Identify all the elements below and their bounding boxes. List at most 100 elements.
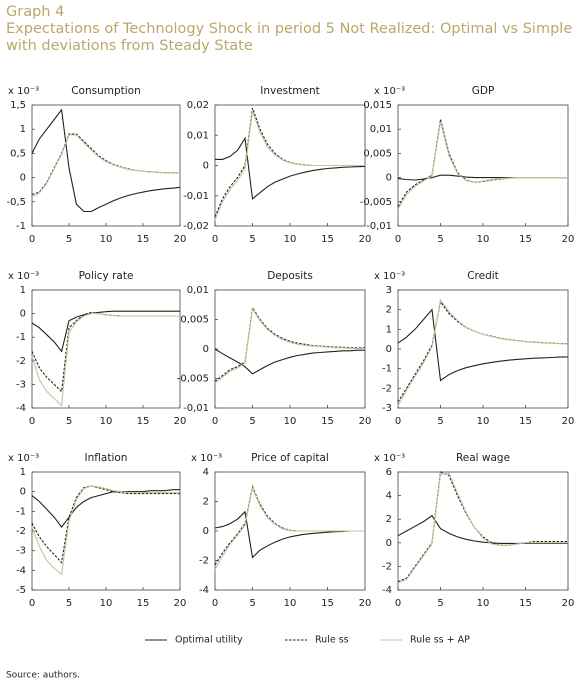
series-line (31, 485, 180, 576)
plot-frame (397, 104, 569, 227)
y-tick-label: -1 (16, 332, 26, 343)
series-line (397, 308, 569, 382)
y-tick-label: 0 (20, 487, 26, 498)
legend-label: Rule ss + AP (410, 635, 470, 646)
y-tick-label: 0,02 (187, 100, 209, 111)
x-tick-label: 5 (66, 416, 72, 427)
y-tick-label: -0,5 (6, 197, 26, 208)
y-tick-label: -3 (382, 403, 392, 414)
x-tick-label: 15 (137, 598, 150, 609)
series-line (31, 485, 180, 564)
series-line (397, 119, 568, 207)
header: Graph 4 Expectations of Technology Shock… (6, 4, 576, 55)
series-line (31, 134, 180, 198)
y-tick-label: 0,005 (363, 148, 392, 159)
x-tick-label: 20 (359, 598, 372, 609)
x-tick-label: 5 (66, 234, 72, 245)
y-tick-label: -2 (382, 383, 392, 394)
x-tick-label: 0 (395, 598, 401, 609)
x-tick-label: 5 (437, 416, 443, 427)
y-scale-label: x 10⁻³ (191, 453, 222, 464)
series-line (397, 514, 568, 544)
y-tick-label: -0,01 (366, 221, 392, 232)
graph-title: Expectations of Technology Shock in peri… (6, 21, 573, 54)
x-tick-label: 10 (100, 598, 113, 609)
y-tick-label: 0,5 (10, 148, 26, 159)
y-tick-label: -1 (382, 364, 392, 375)
y-scale-label: x 10⁻³ (8, 271, 39, 282)
panel-title: Credit (467, 270, 499, 282)
y-tick-label: 0 (386, 538, 392, 549)
y-tick-label: -1 (16, 506, 26, 517)
x-tick-label: 5 (66, 598, 72, 609)
series-line (214, 484, 365, 566)
graph-number: Graph 4 (6, 4, 65, 20)
y-tick-label: -4 (16, 565, 26, 576)
y-tick-label: -0,01 (183, 191, 209, 202)
series-line (214, 307, 365, 384)
y-tick-label: 0 (20, 173, 26, 184)
y-tick-label: 4 (386, 491, 392, 502)
x-tick-label: 0 (29, 416, 35, 427)
x-tick-label: 20 (359, 416, 372, 427)
x-tick-label: 10 (477, 234, 490, 245)
series-line (397, 300, 569, 403)
series-line (31, 108, 181, 213)
y-tick-label: 0,01 (187, 285, 209, 296)
y-tick-label: 2 (386, 305, 392, 316)
x-tick-label: 0 (395, 416, 401, 427)
x-tick-label: 20 (359, 234, 372, 245)
y-scale-label: x 10⁻³ (374, 86, 405, 97)
y-scale-label: x 10⁻³ (8, 86, 39, 97)
x-tick-label: 5 (437, 598, 443, 609)
y-tick-label: 2 (203, 497, 209, 508)
plot-frame (31, 471, 181, 591)
series-line (31, 310, 180, 353)
x-tick-label: 10 (284, 416, 297, 427)
y-tick-label: 0,01 (370, 124, 392, 135)
y-tick-label: 0 (203, 344, 209, 355)
y-scale-label: x 10⁻³ (8, 453, 39, 464)
panel-title: Real wage (456, 452, 510, 464)
plot-frame (397, 471, 569, 591)
x-tick-label: 5 (437, 234, 443, 245)
x-tick-label: 20 (562, 416, 575, 427)
y-tick-label: 1 (20, 124, 26, 135)
x-tick-label: 15 (321, 234, 334, 245)
series-line (215, 136, 366, 200)
y-tick-label: 1,5 (10, 100, 26, 111)
series-line (397, 298, 569, 407)
x-tick-label: 10 (100, 416, 113, 427)
y-tick-label: -0,01 (183, 403, 209, 414)
plot-frame (214, 289, 366, 409)
source: Source: authors. (6, 671, 80, 681)
y-tick-label: -4 (16, 403, 26, 414)
y-tick-label: -4 (382, 585, 392, 596)
x-tick-label: 0 (29, 234, 35, 245)
panel-title: Policy rate (79, 270, 134, 282)
x-tick-label: 5 (249, 416, 255, 427)
plot-frame (397, 289, 569, 409)
x-tick-label: 20 (174, 416, 187, 427)
x-tick-label: 0 (395, 234, 401, 245)
x-tick-label: 15 (321, 598, 334, 609)
panel-title: GDP (472, 85, 495, 97)
x-tick-label: 0 (212, 234, 218, 245)
series-line (31, 311, 180, 393)
y-tick-label: -2 (16, 526, 26, 537)
y-tick-label: 1 (20, 285, 26, 296)
y-tick-label: -2 (199, 556, 209, 567)
series-line (214, 486, 365, 570)
series-line (397, 472, 568, 584)
panel-title: Inflation (85, 452, 128, 464)
y-tick-label: 0 (203, 161, 209, 172)
x-tick-label: 20 (562, 598, 575, 609)
series-line (397, 121, 568, 210)
y-tick-label: -5 (16, 585, 26, 596)
y-tick-label: -2 (16, 356, 26, 367)
x-tick-label: 10 (100, 234, 113, 245)
x-tick-label: 20 (174, 234, 187, 245)
y-tick-label: -1 (16, 221, 26, 232)
